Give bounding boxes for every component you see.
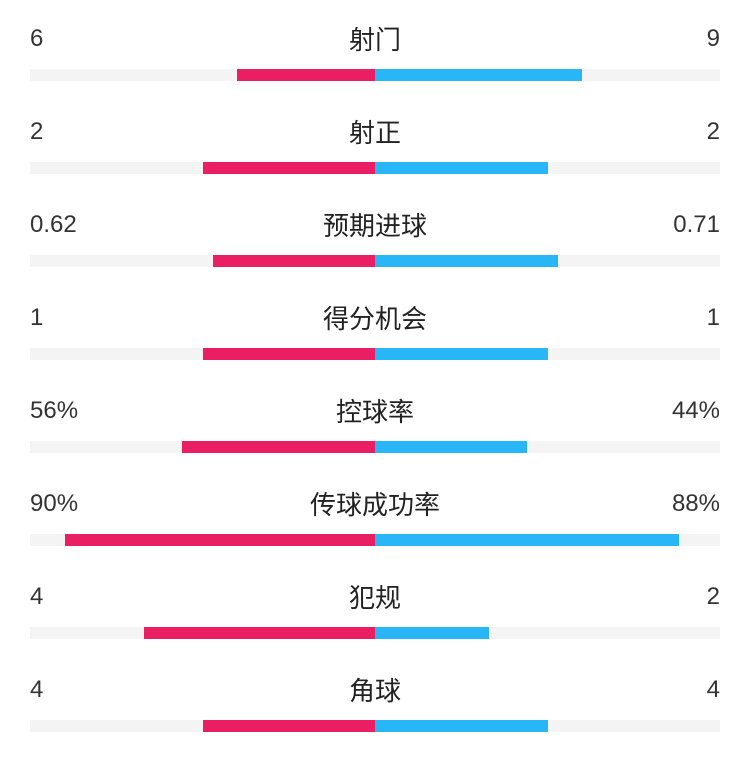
stat-label: 角球 — [90, 671, 660, 708]
stat-bar-left-fill — [144, 627, 375, 639]
stat-bar-right-half — [375, 441, 720, 453]
stat-label: 传球成功率 — [90, 485, 660, 522]
stat-label: 得分机会 — [90, 299, 660, 336]
stat-label: 射正 — [90, 113, 660, 150]
stat-bar-right-fill — [375, 534, 679, 546]
stat-bar-track — [30, 534, 720, 546]
stat-bar-track — [30, 441, 720, 453]
stat-bar-right-fill — [375, 627, 489, 639]
stat-bar-track — [30, 69, 720, 81]
stat-header: 0.62预期进球0.71 — [30, 206, 720, 243]
stat-bar-right-fill — [375, 162, 548, 174]
stat-bar-track — [30, 348, 720, 360]
stat-header: 2射正2 — [30, 113, 720, 150]
stat-header: 90%传球成功率88% — [30, 485, 720, 522]
stat-bar-right-half — [375, 255, 720, 267]
stat-bar-right-half — [375, 534, 720, 546]
stat-label: 预期进球 — [90, 206, 660, 243]
stat-bar-right-fill — [375, 69, 582, 81]
stat-bar-track — [30, 627, 720, 639]
stat-bar-left-fill — [213, 255, 375, 267]
stat-bar-right-half — [375, 162, 720, 174]
stat-left-value: 6 — [30, 25, 90, 53]
stat-bar-left-half — [30, 69, 375, 81]
stat-left-value: 90% — [30, 490, 90, 518]
stat-row: 0.62预期进球0.71 — [30, 206, 720, 267]
stat-right-value: 2 — [660, 118, 720, 146]
stat-left-value: 4 — [30, 676, 90, 704]
stat-bar-left-fill — [182, 441, 375, 453]
stat-header: 4犯规2 — [30, 578, 720, 615]
stat-bar-left-half — [30, 534, 375, 546]
stat-bar-right-fill — [375, 255, 558, 267]
stat-left-value: 1 — [30, 304, 90, 332]
stat-bar-left-half — [30, 162, 375, 174]
stat-row: 56%控球率44% — [30, 392, 720, 453]
stat-row: 2射正2 — [30, 113, 720, 174]
stat-row: 4角球4 — [30, 671, 720, 732]
stat-left-value: 2 — [30, 118, 90, 146]
stat-bar-left-fill — [203, 348, 376, 360]
stat-bar-track — [30, 255, 720, 267]
stat-label: 犯规 — [90, 578, 660, 615]
stat-bar-track — [30, 720, 720, 732]
stat-right-value: 2 — [660, 583, 720, 611]
stat-bar-left-half — [30, 720, 375, 732]
stat-header: 1得分机会1 — [30, 299, 720, 336]
stat-header: 56%控球率44% — [30, 392, 720, 429]
stat-bar-left-half — [30, 255, 375, 267]
stat-bar-left-fill — [237, 69, 375, 81]
stat-bar-right-fill — [375, 441, 527, 453]
stat-right-value: 88% — [660, 490, 720, 518]
stat-left-value: 56% — [30, 397, 90, 425]
stat-bar-left-half — [30, 441, 375, 453]
stat-bar-right-half — [375, 69, 720, 81]
stat-left-value: 0.62 — [30, 211, 90, 239]
stat-label: 控球率 — [90, 392, 660, 429]
stat-header: 4角球4 — [30, 671, 720, 708]
stat-label: 射门 — [90, 20, 660, 57]
match-stats-chart: 6射门92射正20.62预期进球0.711得分机会156%控球率44%90%传球… — [30, 20, 720, 732]
stat-row: 90%传球成功率88% — [30, 485, 720, 546]
stat-right-value: 0.71 — [660, 211, 720, 239]
stat-bar-right-fill — [375, 348, 548, 360]
stat-row: 4犯规2 — [30, 578, 720, 639]
stat-bar-left-half — [30, 348, 375, 360]
stat-bar-right-half — [375, 720, 720, 732]
stat-left-value: 4 — [30, 583, 90, 611]
stat-bar-right-half — [375, 627, 720, 639]
stat-right-value: 9 — [660, 25, 720, 53]
stat-header: 6射门9 — [30, 20, 720, 57]
stat-bar-left-half — [30, 627, 375, 639]
stat-right-value: 1 — [660, 304, 720, 332]
stat-row: 1得分机会1 — [30, 299, 720, 360]
stat-right-value: 44% — [660, 397, 720, 425]
stat-bar-track — [30, 162, 720, 174]
stat-bar-left-fill — [203, 162, 376, 174]
stat-bar-left-fill — [65, 534, 376, 546]
stat-right-value: 4 — [660, 676, 720, 704]
stat-bar-right-half — [375, 348, 720, 360]
stat-row: 6射门9 — [30, 20, 720, 81]
stat-bar-left-fill — [203, 720, 376, 732]
stat-bar-right-fill — [375, 720, 548, 732]
